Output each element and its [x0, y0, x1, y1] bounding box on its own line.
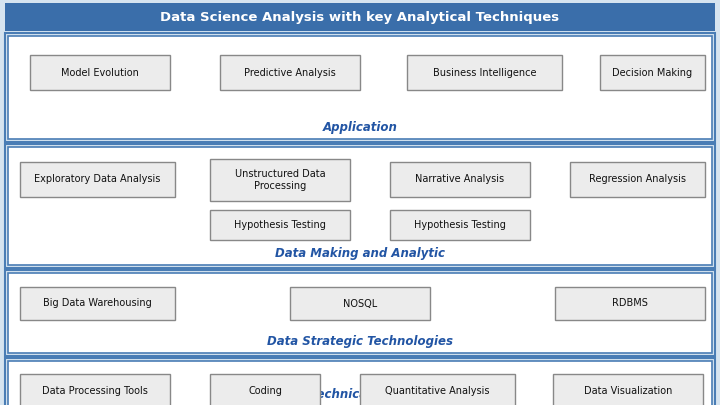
Bar — [600, 55, 705, 90]
Bar — [20, 374, 170, 405]
Bar — [30, 55, 170, 90]
Bar — [290, 287, 430, 320]
Bar — [390, 210, 530, 240]
Text: Coding: Coding — [248, 386, 282, 396]
Bar — [5, 3, 715, 31]
Text: Data Strategic Technologies: Data Strategic Technologies — [267, 335, 453, 348]
Text: Regression Analysis: Regression Analysis — [589, 175, 686, 185]
Bar — [220, 55, 360, 90]
Text: Data Making and Analytic: Data Making and Analytic — [275, 247, 445, 260]
Bar — [5, 144, 715, 268]
Text: Quantitative Analysis: Quantitative Analysis — [385, 386, 490, 396]
Bar — [8, 273, 712, 353]
Bar — [210, 159, 350, 201]
Text: Decision Making: Decision Making — [613, 68, 693, 77]
Bar — [360, 374, 515, 405]
Bar — [553, 374, 703, 405]
Text: Hypothesis Testing: Hypothesis Testing — [414, 220, 506, 230]
Text: RDBMS: RDBMS — [612, 298, 648, 309]
Bar — [210, 374, 320, 405]
Bar — [20, 287, 175, 320]
Bar — [20, 162, 175, 197]
Text: NOSQL: NOSQL — [343, 298, 377, 309]
Bar — [5, 358, 715, 405]
Text: Technical Skills: Technical Skills — [310, 388, 410, 401]
Text: Exploratory Data Analysis: Exploratory Data Analysis — [35, 175, 161, 185]
Bar — [390, 162, 530, 197]
Bar — [555, 287, 705, 320]
Text: Hypothesis Testing: Hypothesis Testing — [234, 220, 326, 230]
Bar — [210, 210, 350, 240]
Text: Narrative Analysis: Narrative Analysis — [415, 175, 505, 185]
Text: Business Intelligence: Business Intelligence — [433, 68, 536, 77]
Bar — [5, 33, 715, 142]
Bar — [8, 147, 712, 265]
Text: Predictive Analysis: Predictive Analysis — [244, 68, 336, 77]
Text: Big Data Warehousing: Big Data Warehousing — [43, 298, 152, 309]
Bar — [5, 270, 715, 356]
Bar — [8, 361, 712, 405]
Bar — [570, 162, 705, 197]
Text: Model Evolution: Model Evolution — [61, 68, 139, 77]
Text: Data Visualization: Data Visualization — [584, 386, 672, 396]
Bar — [407, 55, 562, 90]
Bar — [8, 36, 712, 139]
Text: Data Science Analysis with key Analytical Techniques: Data Science Analysis with key Analytica… — [161, 11, 559, 23]
Text: Application: Application — [323, 122, 397, 134]
Text: Unstructured Data
Processing: Unstructured Data Processing — [235, 169, 325, 191]
Text: Data Processing Tools: Data Processing Tools — [42, 386, 148, 396]
